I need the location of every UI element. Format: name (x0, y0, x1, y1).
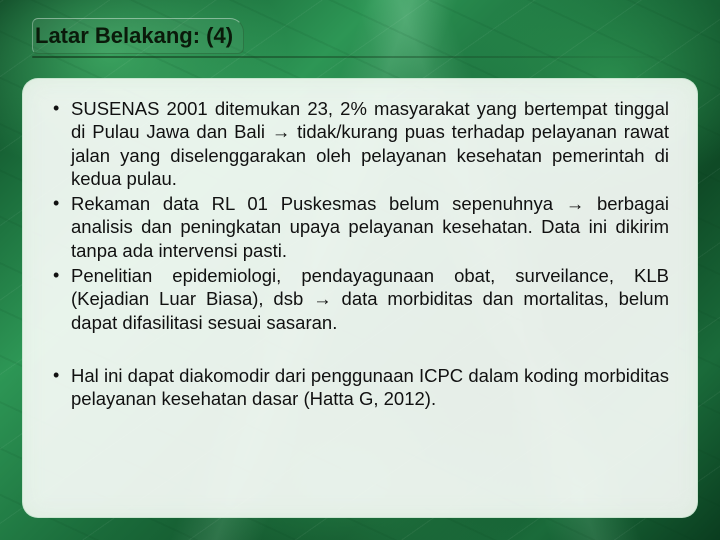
bullet-list-1: SUSENAS 2001 ditemukan 23, 2% masyarakat… (51, 97, 669, 334)
bullet-list-2: Hal ini dapat diakomodir dari penggunaan… (51, 364, 669, 411)
title-region: Latar Belakang: (4) (32, 18, 680, 58)
bullet-item: Hal ini dapat diakomodir dari penggunaan… (51, 364, 669, 411)
content-panel: SUSENAS 2001 ditemukan 23, 2% masyarakat… (22, 78, 698, 518)
title-box: Latar Belakang: (4) (32, 18, 244, 54)
slide-title: Latar Belakang: (4) (35, 23, 233, 48)
bullet-item: Rekaman data RL 01 Puskesmas belum sepen… (51, 192, 669, 262)
bullet-item: SUSENAS 2001 ditemukan 23, 2% masyarakat… (51, 97, 669, 190)
title-underline (32, 56, 680, 58)
spacer (51, 336, 669, 364)
bullet-item: Penelitian epidemiologi, pendayagunaan o… (51, 264, 669, 334)
